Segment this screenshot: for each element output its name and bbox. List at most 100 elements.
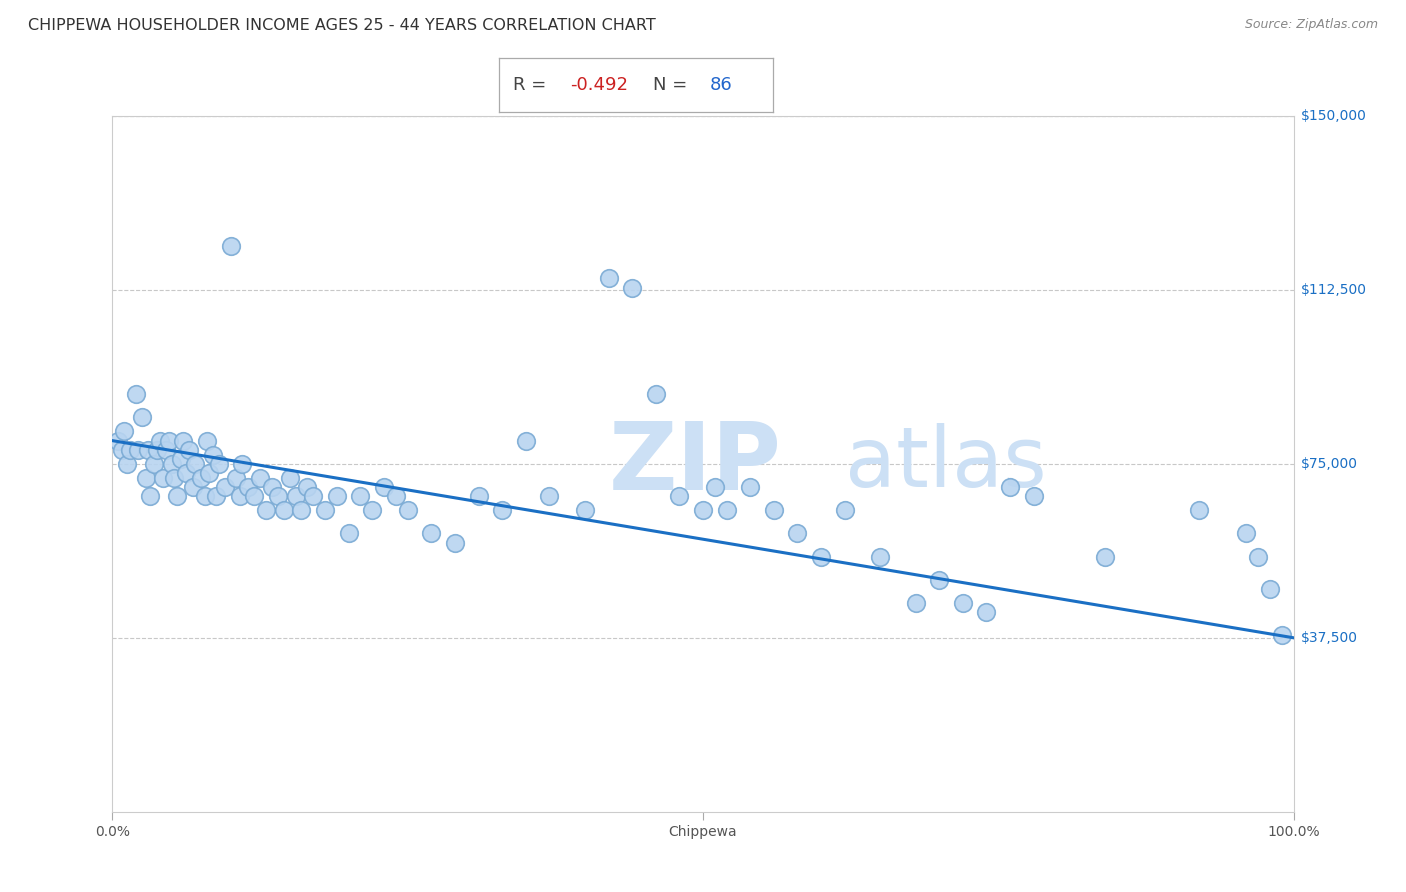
- Point: [254, 503, 277, 517]
- Point: [644, 387, 666, 401]
- Point: [152, 471, 174, 485]
- Point: [208, 457, 231, 471]
- Text: N =: N =: [652, 76, 693, 94]
- Point: [976, 605, 998, 619]
- Text: Source: ZipAtlas.com: Source: ZipAtlas.com: [1244, 18, 1378, 31]
- Text: -0.492: -0.492: [571, 76, 628, 94]
- Point: [1022, 489, 1045, 503]
- Text: 86: 86: [710, 76, 733, 94]
- Point: [166, 489, 188, 503]
- Point: [740, 480, 762, 494]
- Point: [135, 471, 157, 485]
- Point: [869, 549, 891, 564]
- Point: [181, 480, 204, 494]
- Point: [125, 387, 148, 401]
- Point: [243, 489, 266, 503]
- Point: [194, 489, 217, 503]
- Point: [621, 280, 644, 294]
- Point: [952, 596, 974, 610]
- Point: [201, 448, 224, 462]
- Point: [112, 425, 135, 439]
- Point: [491, 503, 513, 517]
- Point: [131, 410, 153, 425]
- Point: [337, 526, 360, 541]
- Point: [904, 596, 927, 610]
- Text: ZIP: ZIP: [609, 417, 782, 510]
- Text: R =: R =: [513, 76, 551, 94]
- Point: [420, 526, 443, 541]
- Text: $75,000: $75,000: [1301, 457, 1358, 471]
- Point: [139, 489, 162, 503]
- Point: [107, 434, 129, 448]
- Point: [155, 442, 177, 457]
- Text: $37,500: $37,500: [1301, 631, 1358, 645]
- Text: atlas: atlas: [845, 424, 1046, 504]
- Point: [273, 503, 295, 517]
- Point: [172, 434, 194, 448]
- Point: [163, 471, 186, 485]
- Point: [998, 480, 1021, 494]
- Point: [174, 466, 197, 480]
- Point: [515, 434, 537, 448]
- Text: CHIPPEWA HOUSEHOLDER INCOME AGES 25 - 44 YEARS CORRELATION CHART: CHIPPEWA HOUSEHOLDER INCOME AGES 25 - 44…: [28, 18, 655, 33]
- Point: [170, 452, 193, 467]
- Point: [703, 480, 725, 494]
- Point: [260, 480, 283, 494]
- Point: [127, 442, 149, 457]
- Point: [229, 489, 252, 503]
- Point: [157, 434, 180, 448]
- Point: [160, 457, 183, 471]
- Point: [142, 457, 165, 471]
- Point: [598, 271, 620, 285]
- Point: [278, 471, 301, 485]
- Point: [290, 503, 312, 517]
- Point: [349, 489, 371, 503]
- Point: [198, 466, 221, 480]
- Point: [267, 489, 290, 503]
- Point: [314, 503, 336, 517]
- Point: [302, 489, 325, 503]
- Point: [834, 503, 856, 517]
- Point: [326, 489, 349, 503]
- Point: [195, 434, 218, 448]
- Point: [668, 489, 690, 503]
- Point: [297, 480, 319, 494]
- Point: [810, 549, 832, 564]
- Point: [385, 489, 408, 503]
- Point: [928, 573, 950, 587]
- Point: [574, 503, 596, 517]
- Point: [190, 471, 212, 485]
- Point: [179, 442, 201, 457]
- Point: [231, 457, 253, 471]
- Point: [205, 489, 228, 503]
- Point: [225, 471, 247, 485]
- Point: [111, 442, 134, 457]
- Point: [238, 480, 260, 494]
- Point: [249, 471, 271, 485]
- Point: [149, 434, 172, 448]
- Point: [1188, 503, 1211, 517]
- Point: [136, 442, 159, 457]
- Point: [538, 489, 561, 503]
- Point: [1258, 582, 1281, 596]
- Point: [219, 239, 242, 253]
- Point: [716, 503, 738, 517]
- Point: [444, 535, 467, 549]
- Point: [786, 526, 808, 541]
- Point: [1247, 549, 1270, 564]
- Point: [284, 489, 307, 503]
- Point: [1094, 549, 1116, 564]
- Point: [120, 442, 142, 457]
- Point: [762, 503, 785, 517]
- Point: [184, 457, 207, 471]
- Point: [692, 503, 714, 517]
- Point: [1271, 628, 1294, 642]
- Point: [361, 503, 384, 517]
- Point: [373, 480, 395, 494]
- Point: [1234, 526, 1257, 541]
- Point: [115, 457, 138, 471]
- Text: $150,000: $150,000: [1301, 109, 1367, 123]
- Point: [396, 503, 419, 517]
- Point: [467, 489, 489, 503]
- Text: $112,500: $112,500: [1301, 283, 1367, 297]
